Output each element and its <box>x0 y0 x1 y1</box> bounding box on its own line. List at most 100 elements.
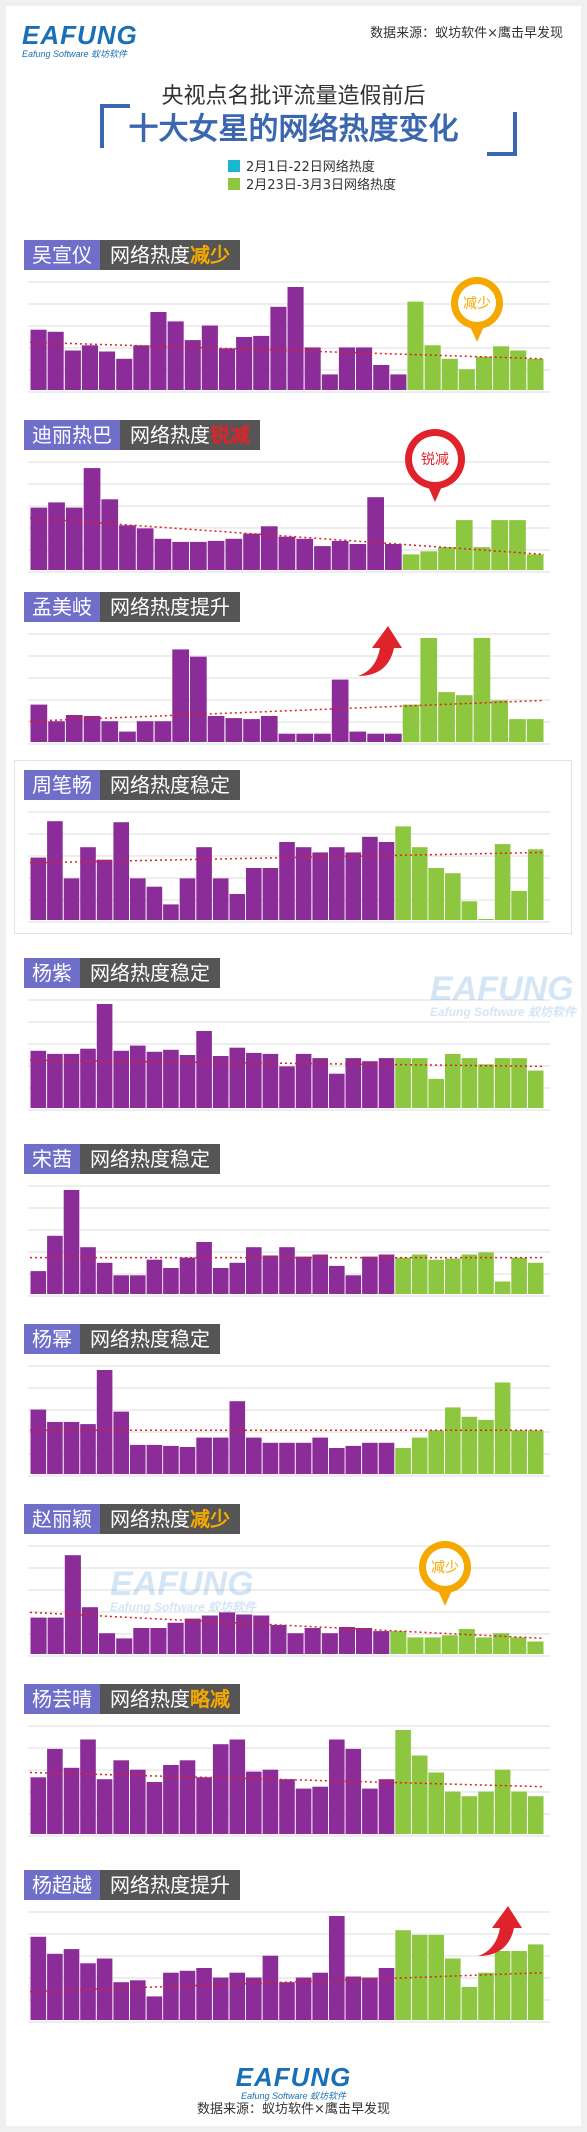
panel-label: 吴宣仪 网络热度减少 <box>24 240 240 270</box>
bar-after <box>445 1258 461 1294</box>
bar-after <box>428 1259 444 1294</box>
bar-before <box>64 1555 81 1654</box>
bar-after <box>510 1637 527 1654</box>
bar-before <box>130 1275 146 1294</box>
bar-before <box>378 842 395 920</box>
pin-inner <box>458 284 496 322</box>
bar-chart-svg <box>28 1911 550 2023</box>
bar-before <box>113 822 129 920</box>
bar-after <box>510 350 527 390</box>
bar-before <box>295 1442 312 1474</box>
bar-after <box>527 849 544 920</box>
bar-after <box>478 1064 494 1108</box>
bar-before <box>225 718 243 742</box>
bar-before <box>30 1617 47 1654</box>
bar-before <box>345 1445 362 1474</box>
bar-before <box>246 1977 262 2020</box>
bar-before <box>47 1748 63 1834</box>
bar-before <box>163 904 179 920</box>
bar-before <box>184 340 201 390</box>
bar-before <box>314 733 331 742</box>
bar-before <box>312 1254 328 1294</box>
bar-before <box>80 847 96 920</box>
brand-logo: EAFUNG Eafung Software 蚁坊软件 <box>22 20 138 59</box>
bar-chart <box>24 626 554 746</box>
bar-before <box>63 1767 80 1834</box>
bar-before <box>279 1066 295 1108</box>
bar-before <box>133 345 150 390</box>
trend-text: 网络热度 <box>110 1687 190 1711</box>
bar-after <box>458 1629 475 1654</box>
bar-after <box>527 1944 544 2020</box>
bar-before <box>212 878 229 920</box>
bar-after <box>511 1058 527 1108</box>
bar-after <box>402 704 420 742</box>
bar-after <box>473 547 491 570</box>
bar-after <box>491 520 508 570</box>
bar-before <box>196 1437 212 1474</box>
bar-before <box>279 1442 295 1474</box>
bar-before <box>81 1607 98 1654</box>
bar-before <box>329 1739 345 1834</box>
bar-after <box>445 1958 461 2020</box>
bar-before <box>113 1760 129 1834</box>
bar-chart-svg <box>28 1725 550 1837</box>
bar-before <box>262 1442 279 1474</box>
star-name: 吴宣仪 <box>24 240 100 270</box>
bar-before <box>253 1615 270 1654</box>
bar-before <box>96 1004 113 1108</box>
bar-before <box>279 1779 295 1834</box>
bar-before <box>136 721 154 742</box>
bar-before <box>236 337 253 390</box>
bar-before <box>172 649 189 742</box>
bar-before <box>362 1256 378 1294</box>
bar-before <box>30 329 47 390</box>
bar-before <box>362 1061 378 1108</box>
bar-before <box>373 365 390 390</box>
bar-before <box>196 1242 212 1294</box>
bar-after <box>526 719 544 742</box>
bar-before <box>329 1448 345 1474</box>
bar-after <box>476 356 493 390</box>
bar-after <box>527 1641 544 1654</box>
bar-after <box>494 1058 511 1108</box>
legend-swatch <box>228 177 240 190</box>
bar-before <box>80 1048 96 1108</box>
bar-after <box>511 1791 527 1834</box>
bar-before <box>295 1977 312 2020</box>
bar-before <box>47 331 64 390</box>
bar-chart <box>24 454 554 574</box>
bar-after <box>527 1070 544 1108</box>
bar-before <box>229 1972 246 2020</box>
bar-before <box>345 1275 362 1294</box>
bar-before <box>212 1437 229 1474</box>
bar-before <box>47 1235 63 1294</box>
bar-before <box>385 544 402 570</box>
bar-before <box>201 325 218 390</box>
bar-before <box>63 1053 80 1108</box>
bar-before <box>47 821 63 920</box>
bar-after <box>455 520 473 570</box>
bar-before <box>47 1617 64 1654</box>
bar-before <box>378 1442 395 1474</box>
title-bracket-left <box>100 104 130 148</box>
bar-after <box>478 1252 494 1294</box>
bar-before <box>63 1190 80 1294</box>
bar-before <box>196 1777 212 1834</box>
bar-before <box>179 1760 196 1834</box>
bar-before <box>262 1955 279 2020</box>
panel-label: 杨幂 网络热度稳定 <box>24 1324 220 1354</box>
bar-before <box>113 1275 129 1294</box>
bar-after <box>411 847 428 920</box>
bar-before <box>196 1031 212 1108</box>
bar-after <box>455 695 473 742</box>
pin-inner <box>412 436 458 482</box>
bar-before <box>146 886 163 920</box>
bar-before <box>219 1612 236 1654</box>
bar-before <box>243 719 260 742</box>
trend-text: 网络热度稳定 <box>90 1327 210 1351</box>
bar-before <box>270 1624 287 1654</box>
bar-before <box>349 731 367 742</box>
bar-before <box>101 499 119 570</box>
title-bracket-right <box>487 112 517 156</box>
